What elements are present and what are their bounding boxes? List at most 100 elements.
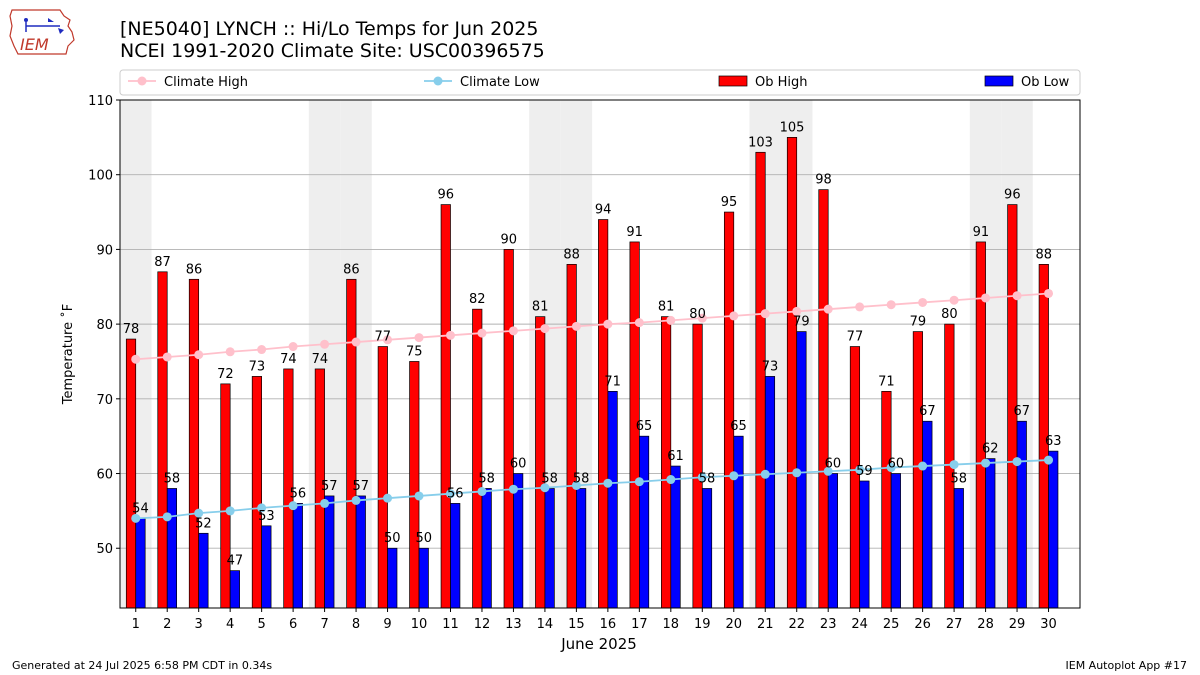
ob-low-value-label: 65 [636, 419, 653, 434]
climate-low-line [135, 459, 1049, 520]
ob-high-bar [881, 391, 892, 609]
ob-high-value-label: 94 [595, 203, 612, 218]
x-tick-label: 14 [537, 617, 554, 632]
climate-low-point [729, 471, 739, 481]
y-tick-label: 70 [96, 393, 113, 408]
ob-high-value-label: 103 [748, 135, 773, 150]
ob-high-value-label: 79 [910, 315, 927, 330]
ob-low-bar [701, 488, 713, 609]
ob-high-value-label: 82 [469, 292, 486, 307]
climate-high-point [131, 354, 141, 364]
ob-low-bar [513, 473, 524, 609]
x-tick-label: 9 [383, 617, 391, 632]
x-tick-label: 13 [505, 617, 522, 632]
ob-low-bar [135, 518, 146, 609]
ob-low-bar [827, 473, 838, 609]
ob-low-value-label: 56 [447, 486, 464, 501]
x-tick-label: 23 [820, 617, 837, 632]
x-tick-label: 11 [442, 617, 459, 632]
climate-low-point [855, 465, 865, 475]
climate-high-point [320, 339, 330, 349]
climate-low-point [823, 466, 833, 476]
ob-high-value-label: 87 [154, 255, 171, 270]
ob-high-value-label: 86 [343, 262, 360, 277]
y-tick-label: 50 [96, 542, 113, 557]
ob-low-bar [733, 435, 744, 609]
ob-high-bar [440, 204, 451, 609]
climate-low-point [571, 480, 581, 490]
x-tick-label: 28 [977, 617, 994, 632]
ob-low-value-label: 58 [951, 471, 968, 486]
climate-high-point [508, 326, 518, 336]
x-tick-label: 2 [163, 617, 171, 632]
climate-low-point [886, 463, 896, 473]
ob-high-value-label: 88 [563, 247, 580, 262]
ob-high-bar [503, 249, 514, 609]
y-tick-label: 90 [96, 243, 113, 258]
y-tick-label: 60 [96, 468, 113, 483]
ob-high-value-label: 96 [437, 188, 454, 203]
ob-low-value-label: 53 [258, 509, 275, 524]
ob-low-value-label: 58 [699, 471, 716, 486]
climate-high-point [792, 306, 802, 316]
ob-low-bar [638, 435, 650, 609]
climate-low-point [540, 483, 550, 493]
ob-high-bar [125, 338, 137, 609]
climate-low-point [414, 491, 424, 501]
climate-low-point [760, 469, 770, 479]
ob-high-bar [755, 151, 766, 609]
ob-high-bar [818, 189, 829, 609]
ob-low-value-label: 58 [164, 471, 181, 486]
x-tick-label: 6 [289, 617, 297, 632]
climate-high-point [729, 311, 739, 321]
climate-high-point [445, 330, 455, 340]
y-axis-label: Temperature ˚F [60, 304, 76, 405]
climate-high-point [383, 335, 393, 345]
ob-low-value-label: 54 [132, 501, 149, 516]
ob-low-value-label: 62 [982, 442, 999, 457]
iem-logo: IEM [9, 9, 75, 55]
x-tick-label: 16 [600, 617, 617, 632]
ob-high-value-label: 77 [847, 330, 864, 345]
climate-low-point [131, 513, 141, 523]
climate-low-point [477, 486, 487, 496]
climate-high-point [886, 300, 896, 310]
legend-climate-high-label: Climate High [164, 75, 248, 90]
ob-high-bar [346, 278, 357, 609]
x-tick-label: 17 [631, 617, 648, 632]
ob-low-value-label: 58 [573, 471, 590, 486]
ob-low-bar [1016, 420, 1027, 609]
x-tick-label: 4 [226, 617, 234, 632]
ob-low-bar [261, 525, 272, 609]
ob-low-value-label: 65 [730, 419, 747, 434]
climate-low-point [508, 484, 518, 494]
climate-high-point [1012, 291, 1022, 301]
climate-low-point [1044, 455, 1054, 465]
climate-high-line [135, 292, 1049, 361]
x-tick-label: 27 [946, 617, 963, 632]
ob-high-value-label: 86 [186, 262, 203, 277]
climate-low-point [666, 475, 676, 485]
x-tick-label: 5 [257, 617, 265, 632]
climate-low-point [351, 495, 361, 505]
ob-high-value-label: 78 [123, 322, 140, 337]
ob-high-value-label: 105 [780, 120, 805, 135]
ob-high-value-label: 80 [941, 307, 958, 322]
climate-high-point [194, 350, 204, 360]
legend-ob-low-swatch [984, 75, 1014, 87]
ob-high-value-label: 81 [532, 300, 549, 315]
x-tick-label: 19 [694, 617, 711, 632]
x-axis-label: June 2025 [560, 635, 637, 653]
plot-frame [119, 99, 1081, 609]
ob-high-bar [220, 383, 231, 609]
chart-subtitle: NCEI 1991-2020 Climate Site: USC00396575 [120, 40, 545, 62]
climate-low-point [320, 498, 330, 508]
x-tick-label: 24 [851, 617, 868, 632]
ob-low-bar [418, 547, 429, 609]
climate-high-point [477, 328, 487, 338]
legend-climate-high-marker [137, 76, 147, 86]
climate-low-point [918, 461, 928, 471]
logo-text: IEM [20, 35, 49, 54]
ob-high-value-label: 98 [815, 173, 832, 188]
climate-low-point [162, 512, 172, 522]
